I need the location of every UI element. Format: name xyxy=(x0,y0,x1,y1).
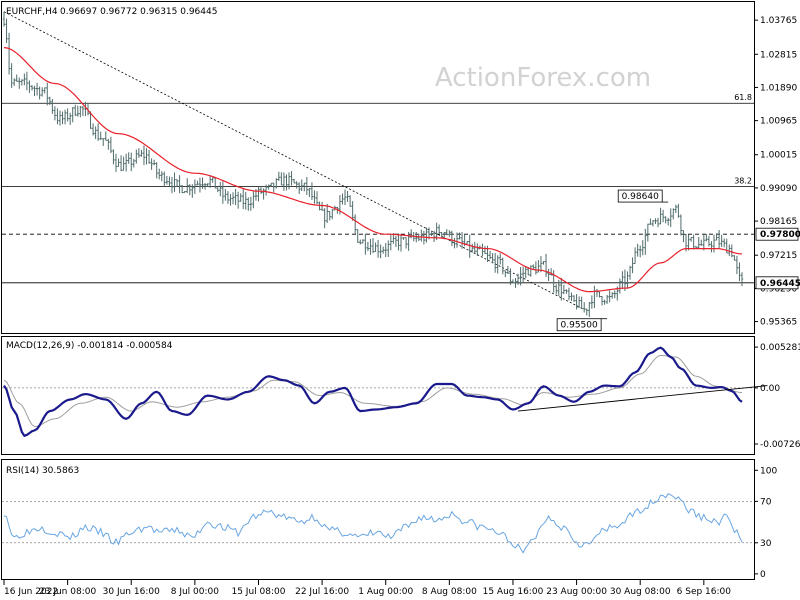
rsi-y-axis: 100 70 30 0 xyxy=(754,466,777,580)
rsi-tick-label-1: 70 xyxy=(760,497,772,507)
rsi-path xyxy=(3,493,743,554)
macd-path xyxy=(3,346,743,438)
price-tick-label-0: 1.03765 xyxy=(760,16,797,26)
callout-text-0: 0.98640 xyxy=(622,192,659,202)
x-tick-label-1: 23 Jun 08:00 xyxy=(39,587,96,597)
x-tick-label-9: 23 Aug 00:00 xyxy=(546,587,607,597)
price-tick-label-3: 1.00965 xyxy=(760,117,797,127)
moving-average xyxy=(3,47,743,293)
fib-label-38-2: 38.2 xyxy=(734,176,752,185)
macd-header: MACD(12,26,9) -0.001814 -0.000584 xyxy=(6,341,173,351)
macd-y-axis: 0.005281 0.00 -0.007263 xyxy=(754,343,800,450)
rsi-tick-label-3: 0 xyxy=(760,570,766,580)
callout-text-1: 0.95500 xyxy=(561,321,598,331)
price-tick-label-1: 1.02815 xyxy=(760,50,797,60)
x-tick-label-7: 8 Aug 08:00 xyxy=(422,587,477,597)
x-tick-label-5: 22 Jul 16:00 xyxy=(295,587,349,597)
falling-trendline xyxy=(3,11,585,310)
macd-trendline xyxy=(518,385,768,412)
macd-tick-label-0: 0.005281 xyxy=(760,343,800,353)
macd-tick-label-1: 0.00 xyxy=(760,384,780,394)
price-tick-label-5: 0.99090 xyxy=(760,184,797,194)
price-tick-label-7: 0.97215 xyxy=(760,251,797,261)
rsi-panel-frame xyxy=(1,459,755,580)
x-tick-label-8: 15 Aug 16:00 xyxy=(483,587,544,597)
x-tick-label-0: 16 Jun 2022 xyxy=(4,587,58,597)
fib-label-61-8: 61.8 xyxy=(734,93,752,102)
x-tick-label-11: 6 Sep 16:00 xyxy=(677,587,732,597)
price-tag-box-0 xyxy=(755,227,799,241)
price-header-symbol: EURCHF,H4 xyxy=(6,7,58,17)
x-tick-label-10: 30 Aug 08:00 xyxy=(610,587,671,597)
price-horizontal-lines: 61.8 38.2 xyxy=(2,93,754,284)
x-tick-label-6: 1 Aug 00:00 xyxy=(358,587,413,597)
callout-box-0 xyxy=(617,189,663,203)
price-tag-box-1 xyxy=(755,276,799,290)
signal-path xyxy=(3,354,743,428)
price-tick-label-6: 0.98165 xyxy=(760,217,797,227)
price-tick-label-8: 0.96290 xyxy=(760,284,797,294)
price-header-ohlc: 0.96697 0.96772 0.96315 0.96445 xyxy=(60,7,217,17)
macd-line xyxy=(3,346,743,438)
price-tag-0: 0.97800 xyxy=(760,230,800,240)
callout-box-1 xyxy=(556,318,602,332)
macd-signal-line xyxy=(3,354,743,428)
macd-tick-label-2: -0.007263 xyxy=(760,440,800,450)
macd-panel-frame xyxy=(1,336,755,455)
price-y-axis: 1.03765 1.02815 1.01890 1.00965 1.00015 0.990… xyxy=(754,16,800,328)
price-tick-label-4: 1.00015 xyxy=(760,151,797,161)
price-callouts: 0.98640 0.95500 xyxy=(556,189,669,332)
price-bars xyxy=(2,11,744,317)
watermark: ActionForex.com xyxy=(435,63,651,93)
price-tick-label-9: 0.95365 xyxy=(760,318,797,328)
rsi-line xyxy=(3,493,743,554)
price-tick-label-2: 1.01890 xyxy=(760,83,797,93)
x-tick-label-2: 30 Jun 16:00 xyxy=(103,587,160,597)
rsi-tick-label-0: 100 xyxy=(760,466,777,476)
rsi-header: RSI(14) 30.5863 xyxy=(6,466,79,476)
ma-line xyxy=(3,47,743,293)
price-tag-1: 0.96445 xyxy=(760,279,800,289)
rsi-tick-label-2: 30 xyxy=(760,539,772,549)
x-tick-label-4: 15 Jul 08:00 xyxy=(231,587,285,597)
rsi-levels xyxy=(2,500,754,544)
price-panel-frame xyxy=(1,1,755,334)
macd-support-line xyxy=(518,385,768,412)
price-trendline xyxy=(3,11,585,310)
x-tick-label-3: 8 Jul 00:00 xyxy=(171,587,220,597)
